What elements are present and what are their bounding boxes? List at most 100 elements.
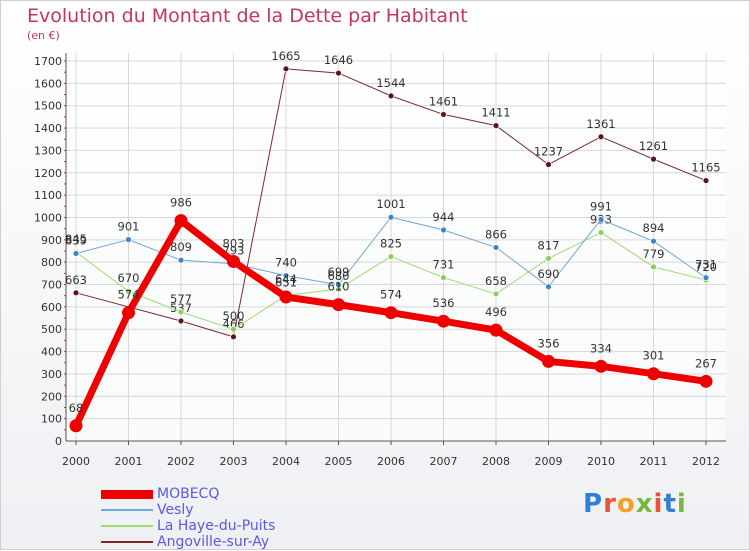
data-point-vesly	[702, 274, 710, 282]
data-label-la-haye-du-puits: 577	[170, 292, 192, 306]
data-label-angoville-sur-ay: 537	[170, 301, 192, 315]
x-tick-label: 2005	[325, 455, 353, 468]
data-label-la-haye-du-puits: 825	[380, 237, 402, 251]
data-label-vesly: 690	[538, 267, 560, 281]
data-point-mobecq	[542, 354, 555, 368]
x-tick-label: 2012	[692, 455, 720, 468]
x-tick-label: 2006	[377, 455, 405, 468]
data-label-mobecq: 536	[433, 296, 455, 310]
y-tick-label: 1700	[34, 55, 62, 68]
legend-label-vesly: Vesly	[157, 502, 194, 518]
data-point-mobecq	[279, 290, 293, 304]
y-tick-label: 400	[41, 346, 62, 359]
data-label-la-haye-du-puits: 670	[118, 271, 140, 285]
data-point-vesly	[125, 236, 132, 244]
x-tick-label: 2011	[640, 455, 668, 468]
data-label-vesly: 866	[485, 227, 507, 241]
data-label-vesly: 699	[328, 265, 350, 279]
x-tick-label: 2009	[535, 455, 563, 468]
data-label-la-haye-du-puits: 658	[485, 274, 507, 288]
data-point-vesly	[545, 283, 552, 291]
data-point-mobecq	[489, 323, 503, 337]
legend-label-mobecq: MOBECQ	[157, 486, 220, 502]
data-point-angoville-sur-ay	[492, 122, 500, 129]
x-tick-label: 2008	[482, 455, 510, 468]
data-point-angoville-sur-ay	[282, 65, 290, 73]
x-tick-label: 2004	[272, 455, 300, 468]
data-label-angoville-sur-ay: 1261	[639, 139, 668, 153]
data-point-angoville-sur-ay	[440, 111, 447, 118]
data-point-vesly	[440, 226, 447, 234]
y-tick-label: 1500	[34, 100, 62, 113]
proxiti-logo: Proxiti	[583, 489, 687, 519]
data-label-mobecq: 356	[538, 336, 560, 350]
data-point-la-haye-du-puits	[177, 308, 185, 316]
data-point-vesly	[282, 272, 290, 279]
data-point-la-haye-du-puits	[230, 325, 237, 333]
data-point-mobecq	[384, 306, 398, 320]
data-label-vesly: 901	[118, 220, 140, 234]
data-label-la-haye-du-puits: 651	[275, 275, 297, 289]
data-label-vesly: 809	[170, 240, 192, 254]
y-tick-label: 800	[41, 256, 62, 269]
legend-swatch-mobecq	[101, 489, 153, 499]
y-tick-label: 900	[41, 234, 62, 247]
data-point-angoville-sur-ay	[72, 289, 80, 297]
data-label-la-haye-du-puits: 720	[695, 260, 717, 274]
y-tick-label: 500	[41, 323, 62, 336]
data-label-la-haye-du-puits: 731	[433, 258, 455, 272]
data-point-vesly	[177, 256, 185, 264]
data-point-angoville-sur-ay	[177, 317, 185, 325]
data-point-mobecq	[174, 214, 188, 228]
data-label-angoville-sur-ay: 663	[65, 273, 87, 287]
logo-letter: o	[616, 489, 636, 519]
data-label-angoville-sur-ay: 1646	[324, 53, 353, 67]
data-label-angoville-sur-ay: 1461	[429, 94, 458, 108]
logo-letter: i	[653, 489, 664, 519]
data-point-angoville-sur-ay	[597, 133, 605, 141]
legend-swatch-vesly	[101, 509, 153, 511]
data-point-angoville-sur-ay	[702, 177, 710, 184]
data-point-angoville-sur-ay	[387, 92, 395, 100]
data-point-angoville-sur-ay	[545, 161, 552, 168]
data-label-mobecq: 986	[170, 196, 192, 210]
data-label-angoville-sur-ay: 1165	[691, 161, 720, 175]
legend-label-la-haye-du-puits: La Haye-du-Puits	[157, 518, 276, 534]
legend-swatch-la-haye-du-puits	[101, 525, 153, 527]
data-point-mobecq	[122, 306, 135, 320]
data-point-la-haye-du-puits	[492, 290, 500, 298]
data-point-vesly	[650, 237, 657, 245]
data-label-la-haye-du-puits: 779	[643, 247, 665, 261]
data-point-mobecq	[594, 359, 608, 373]
data-label-angoville-sur-ay: 1411	[481, 106, 510, 120]
data-label-la-haye-du-puits: 500	[223, 309, 245, 323]
x-tick-label: 2001	[115, 455, 143, 468]
data-point-vesly	[597, 216, 605, 223]
logo-letter: i	[676, 489, 687, 519]
x-tick-label: 2010	[587, 455, 615, 468]
logo-letter: P	[583, 489, 604, 519]
data-label-mobecq: 301	[643, 349, 665, 363]
data-label-angoville-sur-ay: 1665	[271, 49, 300, 63]
y-tick-label: 1600	[34, 77, 62, 90]
data-label-mobecq: 803	[223, 237, 245, 251]
data-label-vesly: 839	[65, 233, 87, 247]
data-label-vesly: 944	[433, 210, 455, 224]
y-tick-label: 1300	[34, 144, 62, 157]
legend-swatch-angoville-sur-ay	[101, 541, 153, 543]
data-point-angoville-sur-ay	[230, 333, 237, 341]
data-label-mobecq: 496	[485, 305, 507, 319]
data-label-la-haye-du-puits: 817	[538, 238, 560, 252]
y-tick-label: 300	[41, 368, 62, 381]
data-point-la-haye-du-puits	[650, 263, 657, 271]
data-point-la-haye-du-puits	[545, 254, 552, 262]
legend-label-angoville-sur-ay: Angoville-sur-Ay	[157, 534, 270, 550]
y-tick-label: 100	[41, 413, 62, 426]
logo-letter: r	[603, 489, 617, 519]
data-label-angoville-sur-ay: 1544	[376, 76, 405, 90]
data-label-la-haye-du-puits: 845	[65, 232, 87, 246]
y-tick-label: 1000	[34, 211, 62, 224]
data-point-mobecq	[647, 367, 660, 381]
